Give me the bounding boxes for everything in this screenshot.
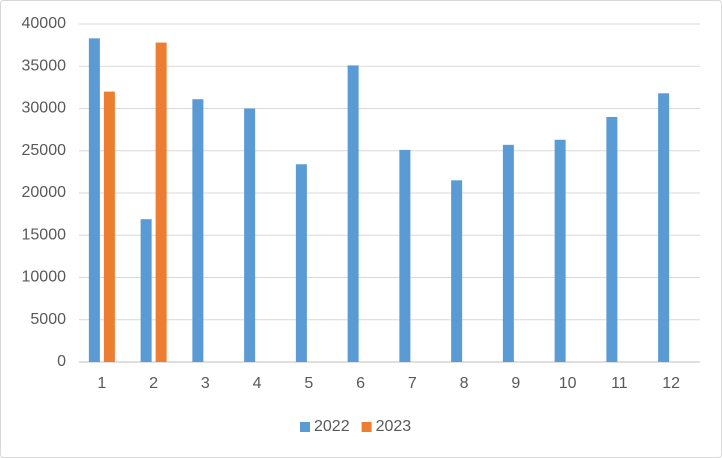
bar <box>192 99 204 362</box>
legend-label: 2023 <box>376 418 412 435</box>
y-tick-label: 30000 <box>22 100 67 117</box>
x-tick-label: 10 <box>559 375 577 392</box>
x-tick-label: 6 <box>356 375 365 392</box>
bar <box>451 180 463 362</box>
y-tick-label: 15000 <box>22 226 67 243</box>
legend-label: 2022 <box>314 418 350 435</box>
y-tick-label: 10000 <box>22 269 67 286</box>
x-tick-label: 4 <box>253 375 262 392</box>
bar <box>244 108 256 362</box>
x-tick-label: 8 <box>460 375 469 392</box>
y-tick-label: 40000 <box>22 15 67 32</box>
y-tick-label: 5000 <box>30 311 66 328</box>
x-tick-label: 2 <box>149 375 158 392</box>
bar <box>347 65 359 362</box>
bar <box>502 144 514 362</box>
x-tick-label: 5 <box>304 375 313 392</box>
legend-swatch <box>361 422 372 432</box>
bar <box>554 139 566 362</box>
y-tick-label: 25000 <box>22 142 67 159</box>
bar <box>399 149 411 362</box>
x-tick-label: 11 <box>611 375 628 392</box>
y-tick-label: 0 <box>57 353 66 370</box>
bar <box>658 93 670 362</box>
bar <box>155 42 167 363</box>
bar <box>606 116 618 362</box>
y-tick-label: 20000 <box>22 184 67 201</box>
bar <box>295 164 307 362</box>
bar <box>88 38 100 363</box>
x-tick-label: 9 <box>511 375 520 392</box>
bar <box>140 219 152 362</box>
x-tick-label: 1 <box>97 375 106 392</box>
x-tick-label: 7 <box>408 375 417 392</box>
bar <box>103 91 115 362</box>
y-tick-label: 35000 <box>22 57 67 74</box>
legend-swatch <box>300 422 310 432</box>
x-tick-label: 3 <box>201 375 210 392</box>
x-tick-label: 12 <box>662 375 680 392</box>
